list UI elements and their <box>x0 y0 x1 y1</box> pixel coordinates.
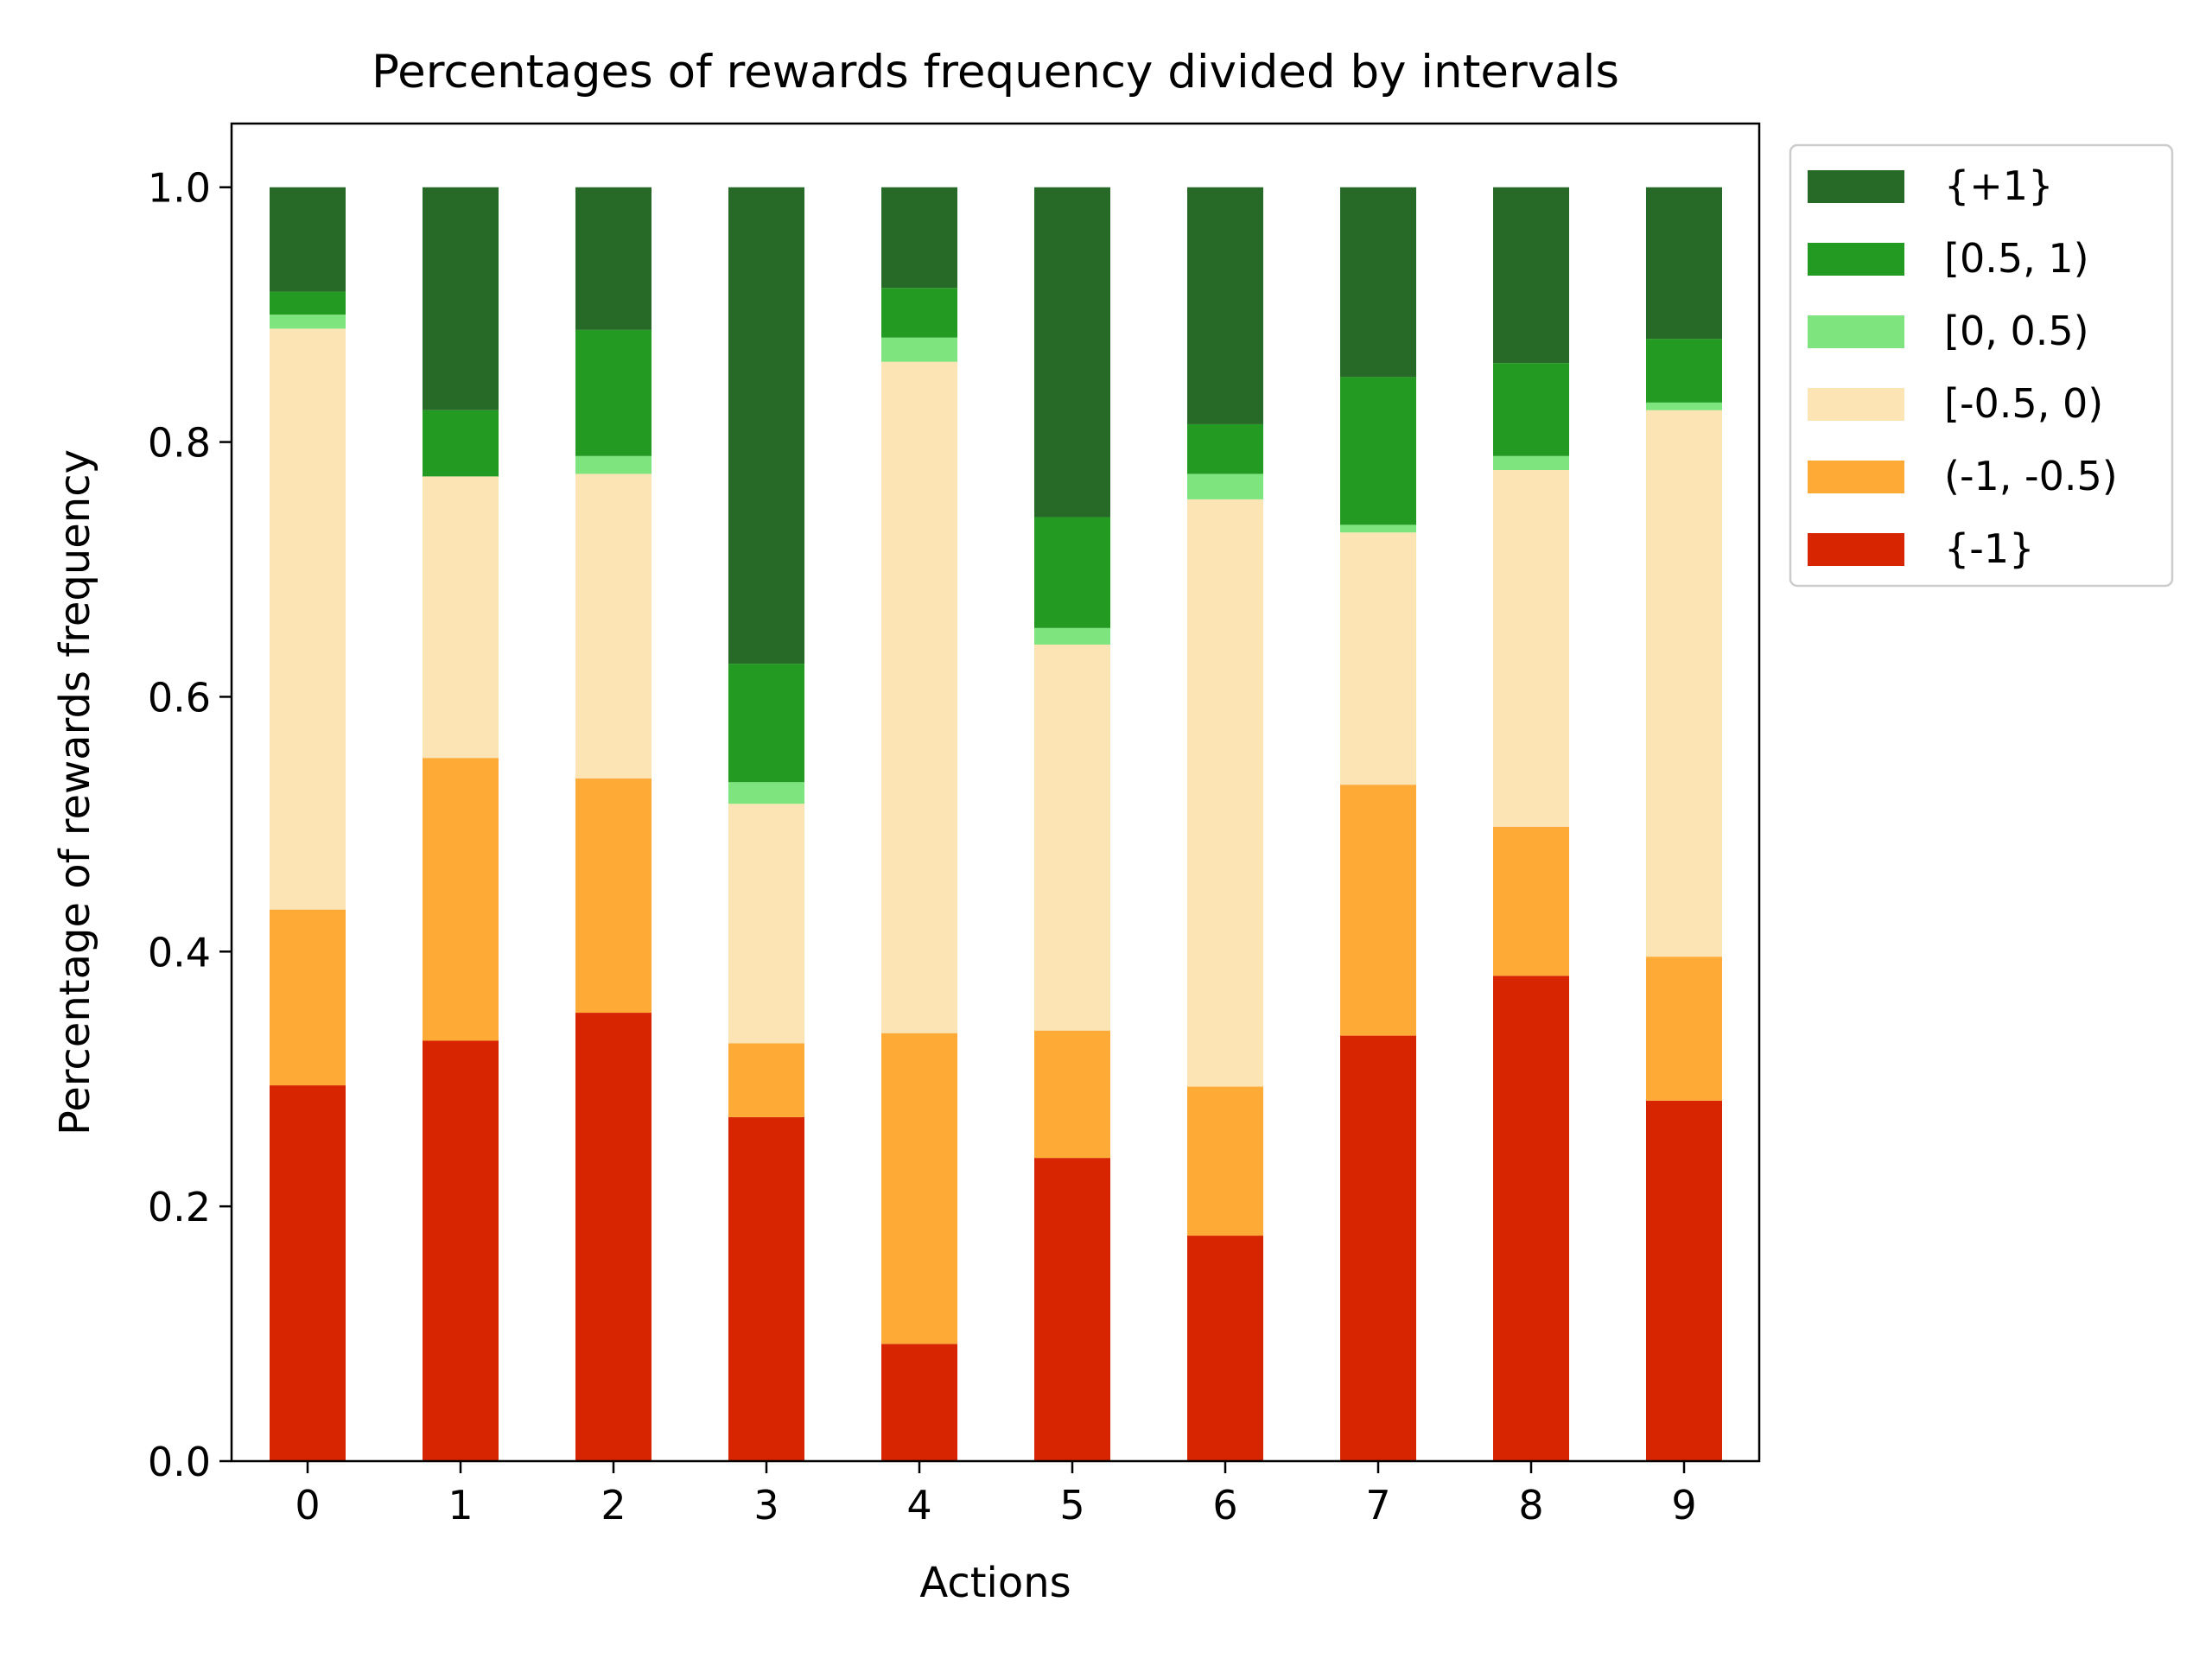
bar-segment <box>728 804 804 1044</box>
legend-swatch <box>1808 461 1904 493</box>
bar-segment <box>575 474 652 779</box>
plot-frame <box>230 122 1761 1463</box>
bar-segment <box>728 664 804 783</box>
bar-segment <box>1340 187 1416 378</box>
bar-segment <box>1493 187 1569 364</box>
bar-segment <box>1034 1030 1110 1159</box>
bar-segment <box>1034 644 1110 1031</box>
bar-segment <box>1340 785 1416 1036</box>
bar-segment <box>1646 410 1722 957</box>
bar-segment <box>881 361 957 1033</box>
bar-segment <box>1493 826 1569 976</box>
bar-segment <box>270 1085 346 1461</box>
bar-segment <box>881 187 957 289</box>
bar-segment <box>1493 976 1569 1461</box>
bar-segment <box>1646 1100 1722 1461</box>
legend: {+1} [0.5, 1) [0, 0.5) [-0.5, 0) (-1, -0.5) {… <box>1789 143 2174 588</box>
bar-segment <box>1646 339 1722 403</box>
legend-swatch <box>1808 170 1904 203</box>
bar-segment <box>423 187 499 410</box>
x-tick-label: 9 <box>1671 1482 1696 1529</box>
bar-segment <box>1646 402 1722 410</box>
bar-segment <box>1034 517 1110 628</box>
bar-segment <box>270 315 346 329</box>
legend-label: {+1} <box>1944 162 2053 209</box>
bar-segment <box>1340 377 1416 525</box>
bar-segment <box>575 778 652 1014</box>
bar-segment <box>1034 627 1110 645</box>
y-tick-label: 0.8 <box>148 420 211 467</box>
bar-segment <box>270 291 346 315</box>
bar-segment <box>1340 532 1416 785</box>
bar-segment <box>728 782 804 804</box>
bar-segment <box>1187 499 1263 1087</box>
bar-segment <box>1034 187 1110 518</box>
x-tick-label: 3 <box>753 1482 779 1529</box>
legend-swatch <box>1808 243 1904 276</box>
legend-label: [0.5, 1) <box>1944 235 2089 282</box>
legend-label: [-0.5, 0) <box>1944 380 2103 427</box>
bar-segment <box>728 1116 804 1461</box>
bar-segment <box>1187 423 1263 474</box>
y-tick-label: 0.0 <box>148 1439 211 1485</box>
bar-segment <box>423 758 499 1041</box>
chart-title: Percentages of rewards frequency divided… <box>372 46 1619 99</box>
bar-segment <box>881 337 957 362</box>
x-axis: 0 1 2 3 4 5 6 7 8 9 <box>295 1461 1697 1529</box>
bar-segment <box>1034 1158 1110 1461</box>
legend-swatch <box>1808 388 1904 421</box>
bar-segment <box>270 187 346 292</box>
y-tick-label: 1.0 <box>148 165 211 212</box>
y-axis: 0.0 0.2 0.4 0.6 0.8 1.0 <box>148 165 232 1485</box>
bar-segment <box>1340 1035 1416 1461</box>
x-tick-label: 7 <box>1365 1482 1390 1529</box>
bar-segment <box>1340 524 1416 533</box>
x-tick-label: 2 <box>601 1482 626 1529</box>
bar-segment <box>881 1344 957 1461</box>
x-tick-label: 1 <box>448 1482 473 1529</box>
y-tick-label: 0.4 <box>148 929 211 976</box>
bar-segment <box>575 455 652 474</box>
y-tick-label: 0.6 <box>148 674 211 721</box>
legend-frame <box>1789 143 2174 588</box>
bar-segment <box>881 1033 957 1344</box>
x-tick-label: 8 <box>1518 1482 1543 1529</box>
bar-segment <box>575 1013 652 1461</box>
bar-segment <box>575 329 652 456</box>
bar-segment <box>1493 363 1569 456</box>
x-tick-label: 4 <box>906 1482 931 1529</box>
bar-segment <box>423 410 499 477</box>
legend-swatch <box>1808 533 1904 566</box>
bar-segment <box>270 909 346 1086</box>
legend-swatch <box>1808 315 1904 348</box>
x-tick-label: 6 <box>1212 1482 1237 1529</box>
bar-segment <box>1646 957 1722 1101</box>
bar-segment <box>270 328 346 910</box>
legend-label: (-1, -0.5) <box>1944 453 2118 499</box>
bar-segment <box>1493 455 1569 471</box>
bar-segment <box>881 288 957 338</box>
x-tick-label: 0 <box>295 1482 320 1529</box>
legend-label: [0, 0.5) <box>1944 308 2089 354</box>
x-axis-label: Actions <box>919 1559 1071 1607</box>
bar-segment <box>1187 1236 1263 1461</box>
legend-label: {-1} <box>1944 525 2034 572</box>
bar-segment <box>1187 1086 1263 1236</box>
bar-segment <box>1187 474 1263 499</box>
y-tick-label: 0.2 <box>148 1184 211 1230</box>
bar-segment <box>728 1043 804 1117</box>
bar-segment <box>575 187 652 330</box>
bar-segment <box>1646 187 1722 340</box>
bar-segment <box>1187 187 1263 424</box>
bar-segment <box>423 1040 499 1461</box>
y-axis-label: Percentage of rewards frequency <box>51 449 99 1135</box>
bar-segment <box>728 187 804 664</box>
bars-group <box>270 187 1722 1461</box>
bar-segment <box>1493 470 1569 827</box>
x-tick-label: 5 <box>1059 1482 1084 1529</box>
bar-segment <box>423 476 499 759</box>
